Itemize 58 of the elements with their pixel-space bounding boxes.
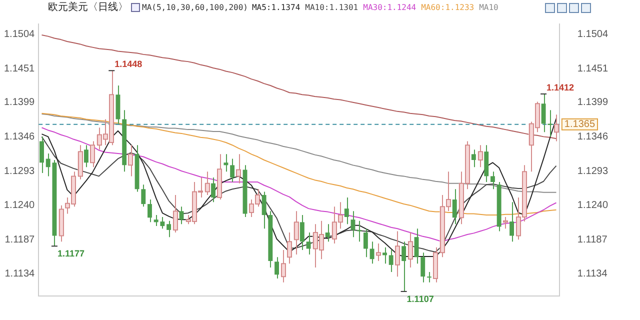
y2-tick-label: 1.1240 bbox=[577, 200, 608, 212]
candlestick bbox=[141, 184, 146, 208]
y2-tick-label: 1.1504 bbox=[577, 29, 608, 40]
candlestick bbox=[300, 214, 304, 251]
candlestick bbox=[350, 210, 356, 238]
candlestick bbox=[148, 199, 152, 223]
y-tick-label: 1.1187 bbox=[4, 234, 36, 246]
annotation: 1.1177 bbox=[57, 248, 84, 259]
y2-tick-label: 1.1399 bbox=[577, 97, 608, 108]
candlestick bbox=[471, 149, 476, 168]
candlestick bbox=[262, 191, 266, 230]
candlestick bbox=[179, 206, 184, 225]
text: MA60:1.1233 bbox=[421, 2, 474, 12]
y2-tick-label: 1.1134 bbox=[577, 268, 608, 280]
candlestick bbox=[306, 232, 311, 256]
candlestick bbox=[548, 110, 552, 138]
chart-title: 欧元美元〈日线〉 bbox=[48, 0, 128, 14]
y2-tick-label: 1.1187 bbox=[577, 234, 608, 246]
candlestick bbox=[211, 176, 216, 203]
y-tick-label: 1.1504 bbox=[4, 29, 36, 40]
annotation: 1.1412 bbox=[546, 82, 574, 92]
text: MA10:1.1301 bbox=[305, 2, 358, 12]
y-tick-label: 1.1134 bbox=[4, 268, 36, 280]
candlestick bbox=[452, 188, 457, 225]
candlestick bbox=[166, 220, 172, 238]
y2-tick-label: 1.1451 bbox=[577, 63, 608, 74]
y-tick-label: 1.1451 bbox=[4, 63, 36, 74]
annotation: 1.1107 bbox=[406, 294, 434, 304]
candlestick bbox=[224, 154, 228, 172]
candlestick bbox=[414, 228, 419, 264]
candlestick bbox=[274, 256, 279, 280]
y-tick-label: 1.1293 bbox=[4, 166, 36, 177]
annotation: 1.1448 bbox=[114, 59, 142, 70]
candlestick bbox=[541, 93, 546, 133]
candlestick bbox=[325, 224, 330, 242]
candlestick bbox=[84, 144, 88, 168]
candlestick bbox=[510, 202, 514, 242]
candlestick bbox=[344, 197, 349, 225]
y-tick-label: 1.1240 bbox=[4, 200, 36, 212]
candlestick bbox=[420, 252, 426, 283]
y2-tick-label: 1.1293 bbox=[577, 166, 608, 177]
text: MA5:1.1374 bbox=[252, 2, 300, 12]
candlestick bbox=[382, 246, 387, 264]
candlestick bbox=[363, 228, 368, 258]
candlestick bbox=[426, 272, 432, 283]
text: MA30:1.1244 bbox=[363, 2, 416, 12]
chart-subtitle: MA(5,10,30,60,100,200) bbox=[142, 2, 248, 12]
candlestick bbox=[370, 241, 374, 264]
candlestick bbox=[402, 241, 406, 292]
candlestick bbox=[230, 158, 235, 183]
candlestick bbox=[490, 171, 495, 190]
text: MA10 bbox=[479, 2, 498, 12]
candlestick bbox=[40, 136, 44, 174]
y-tick-label: 1.1399 bbox=[4, 97, 36, 108]
candlestick bbox=[388, 250, 394, 273]
ref-line-label: 1.1365 bbox=[564, 119, 596, 130]
y-tick-label: 1.1346 bbox=[4, 131, 36, 142]
y2-tick-label: 1.1346 bbox=[577, 131, 608, 142]
